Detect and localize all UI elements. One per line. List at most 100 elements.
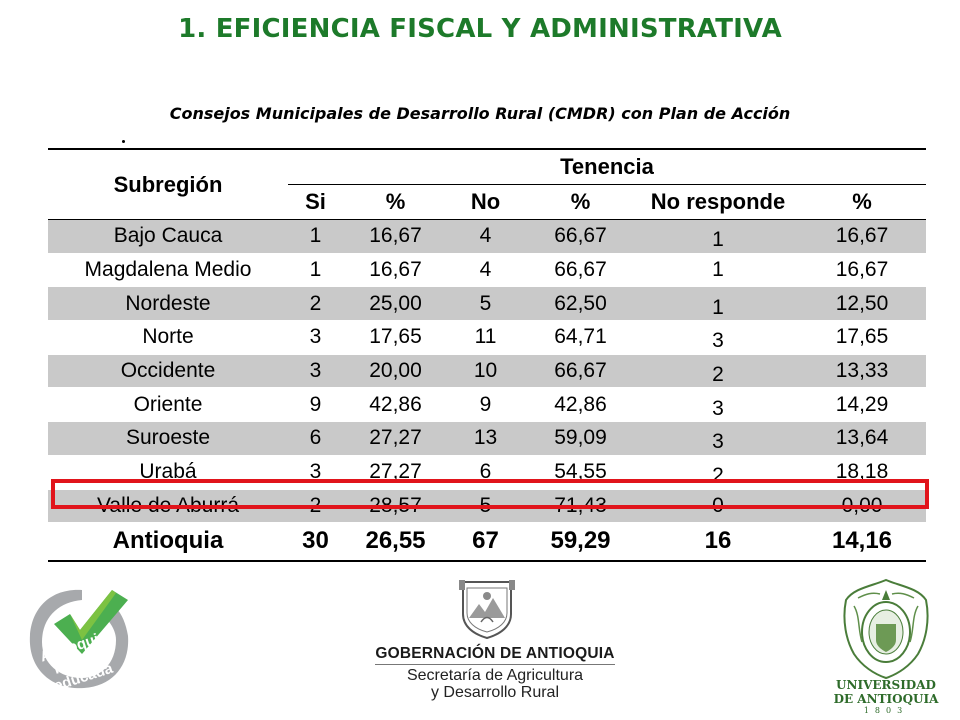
cell-subregion: Occidente (48, 353, 288, 388)
cell-nr-pct: 13,33 (798, 353, 926, 388)
cell-si-pct-total: 26,55 (343, 522, 448, 563)
cell-no: 11 (448, 320, 523, 355)
cell-nr-pct: 13,64 (798, 421, 926, 456)
col-header-subregion: Subregión (48, 148, 288, 220)
cell-subregion: Norte (48, 320, 288, 355)
cell-no-pct: 62,50 (523, 286, 638, 321)
cell-si: 9 (288, 387, 343, 422)
cell-subregion: Nordeste (48, 286, 288, 321)
cell-si-pct: 17,65 (343, 320, 448, 355)
cell-si-total: 30 (288, 522, 343, 563)
cell-nr-pct-total: 14,16 (798, 522, 926, 563)
cell-no-responde: 3 (712, 430, 724, 454)
gobernacion-sub-line1: Secretaría de Agricultura (406, 667, 584, 684)
cell-no: 13 (448, 421, 523, 456)
col-header-nr-pct: % (798, 184, 926, 220)
cell-no-pct: 66,67 (523, 219, 638, 254)
cell-nr-pct: 14,29 (798, 387, 926, 422)
table-row: Oriente 9 42,86 9 42,86 3 14,29 (48, 387, 926, 422)
table-row: Magdalena Medio 1 16,67 4 66,67 1 16,67 (48, 252, 926, 287)
cell-si: 3 (288, 454, 343, 489)
table-total-row: Antioquia 30 26,55 67 59,29 16 14,16 (48, 522, 926, 563)
cell-si-pct: 27,27 (343, 454, 448, 489)
cell-nr-pct: 16,67 (798, 252, 926, 287)
col-header-no-responde: No responde (638, 184, 798, 220)
cell-no: 6 (448, 454, 523, 489)
cell-subregion-total: Antioquia (48, 522, 288, 563)
cell-si-pct: 28,57 (343, 488, 448, 523)
cell-si-pct: 42,86 (343, 387, 448, 422)
cell-nr-pct: 17,65 (798, 320, 926, 355)
cell-si: 3 (288, 353, 343, 388)
cell-no-pct: 71,43 (523, 488, 638, 523)
page-title: 1. EFICIENCIA FISCAL Y ADMINISTRATIVA (178, 14, 782, 44)
cell-nr-pct: 16,67 (798, 219, 926, 254)
cell-nr-pct: 12,50 (798, 286, 926, 321)
table-row: Suroeste 6 27,27 13 59,09 3 13,64 (48, 421, 926, 456)
cell-no-responde: 3 (712, 396, 724, 420)
gobernacion-title: GOBERNACIÓN DE ANTIOQUIA (375, 645, 615, 662)
tenencia-table: Subregión Tenencia Si % No % No responde… (48, 148, 926, 563)
antioquia-mas-educada-logo: Antioquia la más educada (29, 589, 129, 694)
cell-si-pct: 16,67 (343, 219, 448, 254)
cell-no-pct: 54,55 (523, 454, 638, 489)
cell-no-pct: 66,67 (523, 252, 638, 287)
cell-si-pct: 16,67 (343, 252, 448, 287)
table-subtitle: Consejos Municipales de Desarrollo Rural… (169, 104, 791, 123)
bullet-mark (122, 140, 125, 143)
cell-no-pct: 66,67 (523, 353, 638, 388)
cell-subregion: Magdalena Medio (48, 252, 288, 287)
udea-name: UNIVERSIDAD DE ANTIOQUIA (820, 678, 952, 706)
cell-no: 10 (448, 353, 523, 388)
cell-no: 5 (448, 286, 523, 321)
cell-no-responde-total: 16 (638, 522, 798, 563)
col-header-si-pct: % (343, 184, 448, 220)
cell-no: 4 (448, 219, 523, 254)
cell-subregion: Oriente (48, 387, 288, 422)
cell-subregion: Bajo Cauca (48, 219, 288, 254)
cell-no-responde: 0 (638, 488, 798, 523)
col-header-no: No (448, 184, 523, 220)
col-header-si: Si (288, 184, 343, 220)
cell-no: 4 (448, 252, 523, 287)
cell-nr-pct: 0,00 (798, 488, 926, 523)
udea-name-line1: UNIVERSIDAD (836, 678, 936, 692)
udea-year: 1803 (863, 706, 909, 715)
cell-nr-pct: 18,18 (798, 454, 926, 489)
cell-si: 3 (288, 320, 343, 355)
udea-seal (843, 578, 929, 680)
cell-si: 1 (288, 252, 343, 287)
cell-no-responde: 1 (638, 252, 798, 287)
cell-si: 2 (288, 488, 343, 523)
cell-no-pct: 42,86 (523, 387, 638, 422)
table-row: Nordeste 2 25,00 5 62,50 1 12,50 (48, 286, 926, 321)
cell-no-responde: 1 (712, 228, 724, 252)
cell-si: 6 (288, 421, 343, 456)
gobernacion-divider (375, 664, 615, 665)
cell-no-responde: 2 (712, 363, 724, 387)
group-header-tenencia: Tenencia (288, 148, 926, 185)
cell-subregion: Suroeste (48, 421, 288, 456)
col-header-no-pct: % (523, 184, 638, 220)
gobernacion-emblem (459, 580, 515, 640)
cell-no-pct: 59,09 (523, 421, 638, 456)
cell-subregion: Valle de Aburrá (48, 488, 288, 523)
cell-no: 5 (448, 488, 523, 523)
cell-no-total: 67 (448, 522, 523, 563)
cell-subregion: Urabá (48, 454, 288, 489)
cell-si: 1 (288, 219, 343, 254)
cell-si-pct: 20,00 (343, 353, 448, 388)
table-row: Occidente 3 20,00 10 66,67 2 13,33 (48, 353, 926, 388)
cell-si: 2 (288, 286, 343, 321)
cell-si-pct: 25,00 (343, 286, 448, 321)
gobernacion-sub-line2: y Desarrollo Rural (430, 684, 560, 701)
cell-si-pct: 27,27 (343, 421, 448, 456)
table-row: Bajo Cauca 1 16,67 4 66,67 1 16,67 (48, 219, 926, 254)
table-row-highlighted: Valle de Aburrá 2 28,57 5 71,43 0 0,00 (48, 488, 926, 523)
table-row: Urabá 3 27,27 6 54,55 2 18,18 (48, 454, 926, 489)
cell-no-responde: 1 (712, 295, 724, 319)
udea-name-line2: DE ANTIOQUIA (833, 692, 939, 706)
cell-no-responde: 3 (712, 329, 724, 353)
table-row: Norte 3 17,65 11 64,71 3 17,65 (48, 320, 926, 355)
cell-no: 9 (448, 387, 523, 422)
